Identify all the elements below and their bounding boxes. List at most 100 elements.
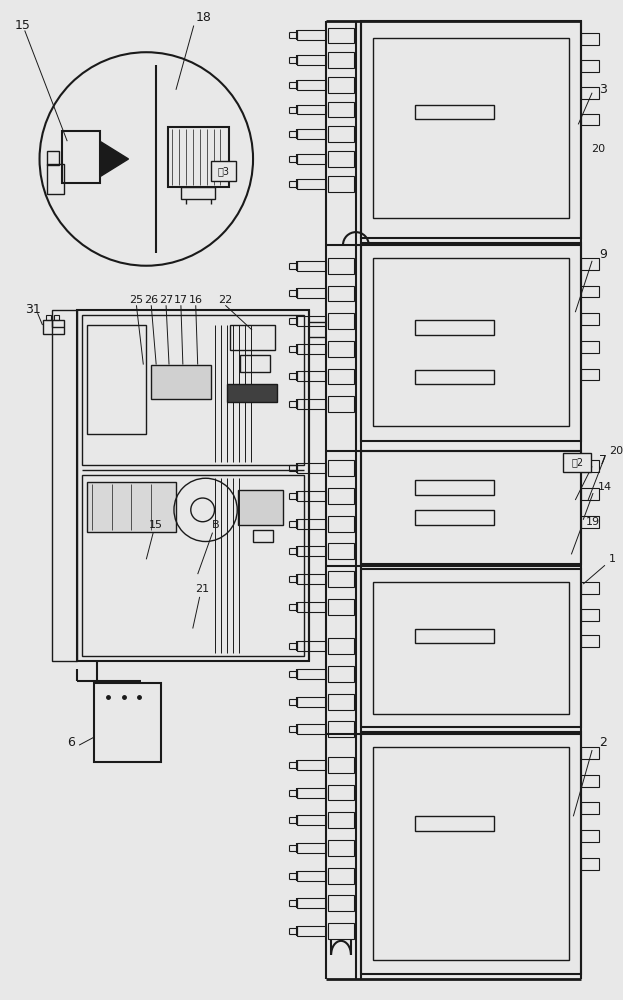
Bar — [361, 21, 581, 238]
Bar — [297, 80, 326, 90]
Bar — [297, 261, 326, 271]
Bar — [253, 530, 273, 542]
Bar — [297, 519, 326, 529]
Bar — [297, 843, 326, 853]
Bar — [415, 370, 494, 384]
Bar — [328, 785, 354, 800]
Bar — [361, 243, 581, 441]
Bar — [581, 369, 599, 380]
Bar — [297, 574, 326, 584]
Bar — [328, 638, 354, 654]
Bar — [297, 105, 326, 114]
Bar — [373, 258, 569, 426]
Bar — [415, 320, 494, 335]
Bar — [328, 151, 354, 167]
Text: 1: 1 — [609, 554, 616, 564]
Bar — [328, 126, 354, 142]
Bar — [328, 543, 354, 559]
Text: 14: 14 — [598, 482, 612, 492]
Bar — [297, 316, 326, 326]
Bar — [581, 609, 599, 621]
Bar — [297, 463, 326, 473]
Bar — [297, 288, 326, 298]
Bar — [297, 399, 326, 409]
Bar — [581, 747, 599, 759]
Text: 17: 17 — [174, 295, 188, 305]
Text: 27: 27 — [159, 295, 173, 305]
Text: 9: 9 — [599, 248, 607, 261]
Bar — [328, 286, 354, 301]
Bar — [297, 55, 326, 65]
Bar — [328, 694, 354, 710]
Bar — [581, 286, 599, 297]
Bar — [52, 310, 77, 661]
Bar — [297, 30, 326, 40]
Bar — [328, 812, 354, 828]
Bar — [581, 635, 599, 647]
Bar — [240, 355, 270, 372]
Bar — [328, 923, 354, 939]
Bar — [328, 369, 354, 384]
Bar — [47, 151, 59, 165]
Bar — [581, 33, 599, 45]
Text: 25: 25 — [130, 295, 143, 305]
Bar — [581, 313, 599, 325]
Text: 15: 15 — [15, 19, 31, 32]
Text: 16: 16 — [189, 295, 202, 305]
Bar — [181, 187, 216, 199]
Bar — [581, 460, 599, 472]
Text: 21: 21 — [196, 584, 210, 594]
Bar — [297, 602, 326, 612]
Bar — [328, 571, 354, 587]
Bar — [42, 320, 64, 334]
Text: 20: 20 — [609, 446, 623, 456]
Bar — [297, 898, 326, 908]
Bar — [77, 310, 310, 661]
Bar — [238, 490, 283, 525]
Bar — [581, 87, 599, 99]
Circle shape — [39, 52, 253, 266]
Bar — [82, 475, 305, 656]
Bar — [328, 516, 354, 532]
Bar — [328, 721, 354, 737]
Bar — [328, 341, 354, 357]
Text: B: B — [212, 520, 219, 530]
Bar — [581, 258, 599, 270]
Bar — [297, 179, 326, 189]
Bar — [231, 325, 275, 350]
Bar — [328, 488, 354, 504]
Bar — [87, 482, 176, 532]
Bar — [297, 491, 326, 501]
Bar — [328, 52, 354, 68]
Bar — [581, 516, 599, 528]
Bar — [47, 315, 52, 320]
Bar — [373, 582, 569, 714]
Bar — [297, 129, 326, 139]
Bar — [581, 802, 599, 814]
Bar — [297, 641, 326, 651]
Bar — [297, 344, 326, 354]
Text: 20: 20 — [591, 144, 605, 154]
Bar — [328, 258, 354, 274]
Bar — [168, 127, 229, 187]
Bar — [373, 747, 569, 960]
Bar — [328, 28, 354, 43]
Bar — [297, 724, 326, 734]
Text: 3: 3 — [599, 83, 607, 96]
Bar — [581, 582, 599, 594]
Bar — [297, 546, 326, 556]
Bar — [328, 868, 354, 884]
Bar — [415, 480, 494, 495]
Text: 18: 18 — [196, 11, 212, 24]
Bar — [297, 760, 326, 770]
Bar — [415, 510, 494, 525]
Text: 22: 22 — [218, 295, 232, 305]
Bar — [328, 757, 354, 773]
Bar — [328, 176, 354, 192]
Bar — [581, 775, 599, 787]
Bar — [328, 460, 354, 476]
Bar — [415, 105, 494, 119]
Text: 2: 2 — [599, 736, 607, 749]
Text: 7: 7 — [599, 454, 607, 467]
Bar — [563, 453, 591, 472]
